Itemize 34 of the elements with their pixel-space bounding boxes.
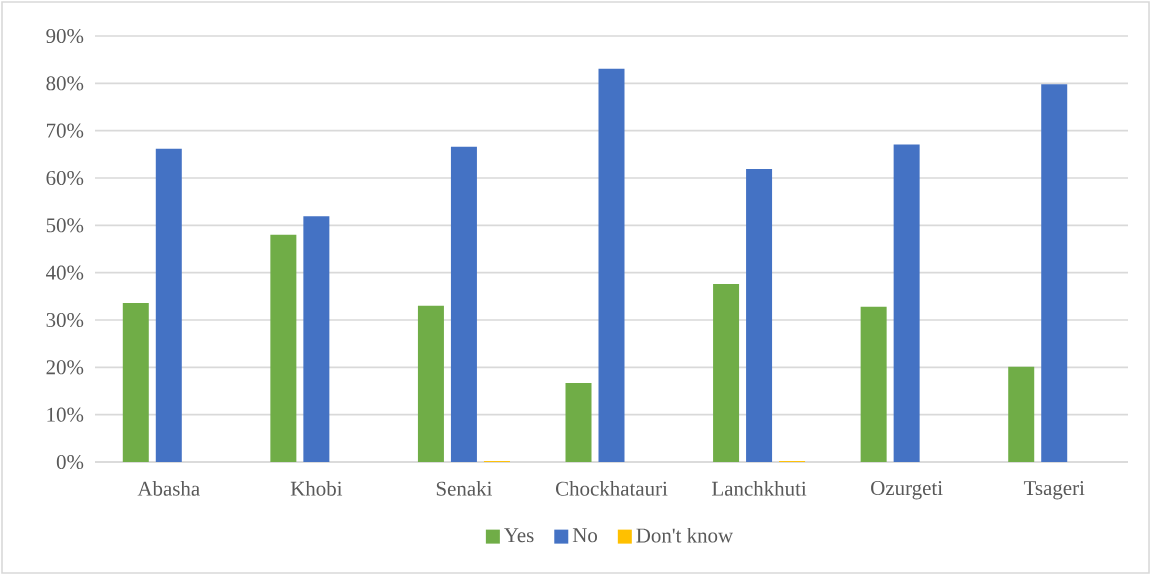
x-tick-label: Ozurgeti	[871, 481, 943, 500]
bar	[450, 146, 477, 462]
x-tick-label: Tsageri	[1023, 481, 1085, 500]
y-tick-label: 30%	[46, 312, 84, 328]
bar	[746, 169, 773, 462]
y-tick-label: 50%	[46, 218, 84, 233]
x-tick-label: Lanchkhuti	[712, 481, 807, 496]
bar	[565, 382, 592, 462]
bar	[122, 302, 149, 462]
y-tick-label: 40%	[46, 265, 84, 280]
x-tick-label: Senaki	[436, 481, 492, 496]
y-tick-label: 70%	[46, 123, 84, 138]
bar	[713, 284, 740, 462]
x-tick-label: Abasha	[137, 481, 200, 496]
bar	[270, 234, 297, 462]
y-tick-label: 0%	[56, 454, 84, 470]
y-tick-label: 80%	[46, 76, 84, 91]
y-tick-label: 60%	[46, 170, 84, 186]
legend-label: Don't know	[636, 527, 734, 543]
x-tick-label: Chockhatauri	[555, 481, 668, 496]
y-tick-label: 10%	[47, 407, 84, 422]
bar	[1041, 84, 1068, 462]
bar	[860, 306, 887, 462]
bar	[155, 148, 182, 462]
x-tick-label: Khobi	[290, 481, 343, 496]
bar	[1008, 366, 1035, 462]
y-tick-label: 90%	[46, 28, 84, 44]
bar	[598, 68, 625, 462]
legend-label: No	[572, 528, 598, 543]
y-tick-label: 20%	[46, 360, 84, 375]
bar	[303, 216, 330, 462]
bar	[417, 305, 444, 462]
bar	[893, 144, 920, 462]
legend-label: Yes	[504, 528, 534, 543]
